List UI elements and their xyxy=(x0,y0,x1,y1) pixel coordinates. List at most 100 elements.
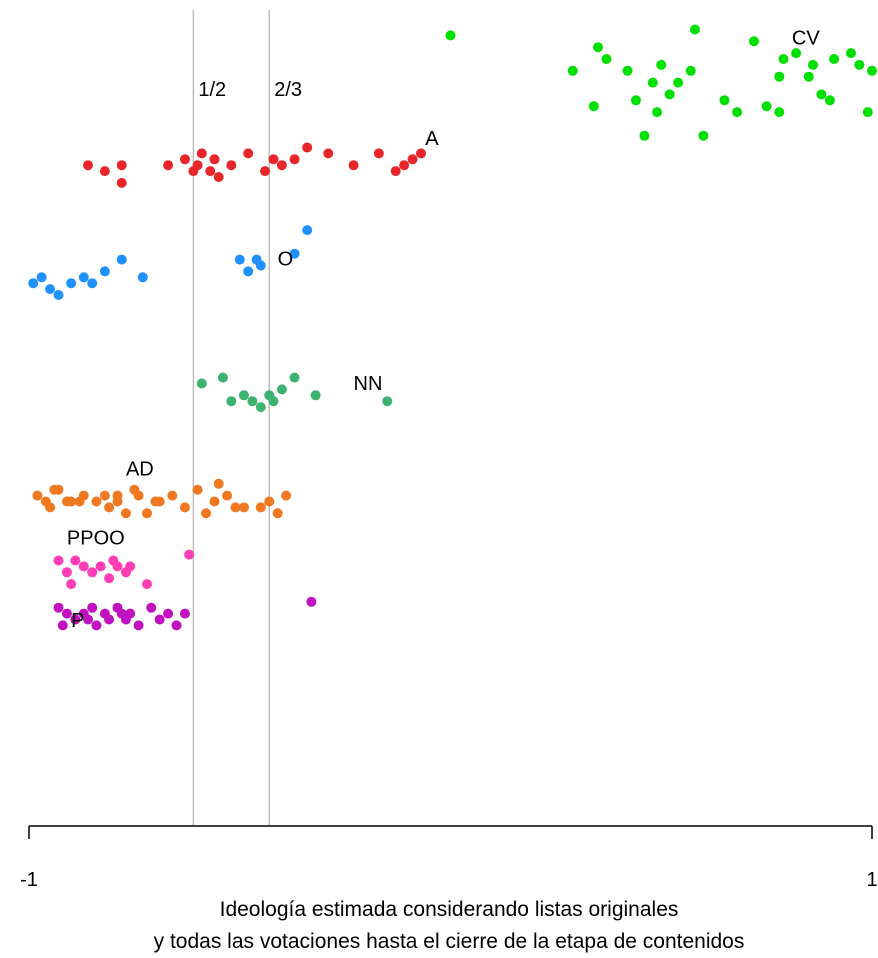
x-axis-title-line-1: Ideología estimada considerando listas o… xyxy=(220,898,679,921)
point-a-23 xyxy=(415,148,426,159)
point-p-7 xyxy=(87,602,98,613)
point-a-15 xyxy=(268,154,279,165)
point-a-21 xyxy=(390,166,401,177)
point-a-26 xyxy=(407,154,418,165)
point-ad-10 xyxy=(120,508,131,519)
point-ad-15 xyxy=(179,502,190,513)
point-ppoo-12 xyxy=(142,579,153,590)
point-cv-9 xyxy=(652,107,663,118)
point-a-17 xyxy=(289,154,300,165)
point-nn-9 xyxy=(310,390,321,401)
point-ad-12 xyxy=(142,508,153,519)
point-o-14 xyxy=(234,254,245,265)
point-a-1 xyxy=(83,160,94,171)
reference-line-label-2: 2/3 xyxy=(274,79,302,101)
point-o-9 xyxy=(116,254,127,265)
series-label-ad: AD xyxy=(126,459,154,481)
point-a-5 xyxy=(163,160,174,171)
point-o-16 xyxy=(251,254,262,265)
point-o-5 xyxy=(66,278,77,289)
point-cv-24 xyxy=(824,95,835,106)
reference-line-label-1: 1/2 xyxy=(198,79,226,101)
point-cv-5 xyxy=(622,65,633,76)
point-o-10 xyxy=(137,272,148,283)
point-a-10 xyxy=(205,166,216,177)
point-p-8 xyxy=(91,620,102,631)
point-ad-26 xyxy=(281,490,292,501)
point-ad-22 xyxy=(238,502,249,513)
point-p-15 xyxy=(133,620,144,631)
point-cv-14 xyxy=(689,24,700,35)
point-cv-7 xyxy=(639,130,650,141)
point-ad-17 xyxy=(201,508,212,519)
point-p-18 xyxy=(163,608,174,619)
point-p-6 xyxy=(83,614,94,625)
point-a-12 xyxy=(213,172,224,182)
point-cv-15 xyxy=(719,95,730,106)
data-points xyxy=(28,24,877,631)
series-label-a: A xyxy=(425,128,439,150)
point-ad-18 xyxy=(209,496,220,507)
series-label-p: P xyxy=(71,610,84,632)
point-p-14 xyxy=(125,608,136,619)
point-ppoo-13 xyxy=(184,549,195,560)
point-cv-19 xyxy=(778,54,789,64)
point-cv-26 xyxy=(845,48,856,59)
point-o-13 xyxy=(302,225,313,236)
point-o-8 xyxy=(99,266,110,277)
point-cv-13 xyxy=(685,65,696,76)
point-cv-31 xyxy=(698,130,709,141)
point-cv-28 xyxy=(862,107,873,118)
point-ad-16 xyxy=(192,484,203,495)
point-ad-24 xyxy=(264,496,275,507)
point-nn-11 xyxy=(264,390,275,401)
point-a-14 xyxy=(243,148,254,159)
x-axis-title: Ideología estimada considerando listas o… xyxy=(154,898,745,953)
point-ad-7 xyxy=(91,496,102,507)
x-axis: -1 1 xyxy=(20,825,878,891)
point-nn-10 xyxy=(382,396,393,407)
point-a-4 xyxy=(116,177,127,188)
point-p-16 xyxy=(146,602,157,613)
point-o-7 xyxy=(87,278,98,289)
point-nn-8 xyxy=(289,372,300,383)
point-cv-4 xyxy=(601,54,612,64)
point-p-17 xyxy=(154,614,165,625)
point-a-3 xyxy=(116,160,127,171)
point-a-18 xyxy=(302,142,313,153)
point-ad-23 xyxy=(255,502,266,513)
point-cv-22 xyxy=(807,59,818,70)
point-a-20 xyxy=(373,148,384,159)
reference-lines: 1/2 2/3 xyxy=(192,10,302,826)
point-nn-2 xyxy=(217,372,228,383)
point-cv-11 xyxy=(664,89,675,100)
point-ad-29 xyxy=(74,496,85,507)
point-nn-5 xyxy=(255,402,266,413)
point-cv-29 xyxy=(867,65,877,76)
point-a-24 xyxy=(323,148,334,159)
point-nn-1 xyxy=(196,378,207,389)
point-cv-2 xyxy=(567,65,578,76)
point-a-25 xyxy=(260,166,271,177)
point-ad-19 xyxy=(213,478,224,489)
point-cv-20 xyxy=(791,48,802,59)
point-cv-33 xyxy=(761,101,772,112)
point-ad-21 xyxy=(230,502,241,513)
point-cv-1 xyxy=(445,30,456,41)
point-ppoo-7 xyxy=(104,573,115,584)
point-ad-1 xyxy=(32,490,43,501)
point-p-21 xyxy=(306,596,317,607)
x-tick-label-1: -1 xyxy=(20,869,38,891)
point-p-10 xyxy=(104,614,115,625)
point-cv-23 xyxy=(816,89,827,100)
point-cv-8 xyxy=(647,77,658,88)
x-axis-title-line-2: y todas las votaciones hasta el cierre d… xyxy=(154,930,745,953)
point-nn-3 xyxy=(226,396,237,407)
series-label-cv: CV xyxy=(792,27,820,49)
point-ppoo-14 xyxy=(66,579,77,590)
point-a-22 xyxy=(399,160,410,171)
point-cv-12 xyxy=(673,77,684,88)
point-cv-17 xyxy=(774,107,785,118)
point-cv-30 xyxy=(593,42,604,53)
